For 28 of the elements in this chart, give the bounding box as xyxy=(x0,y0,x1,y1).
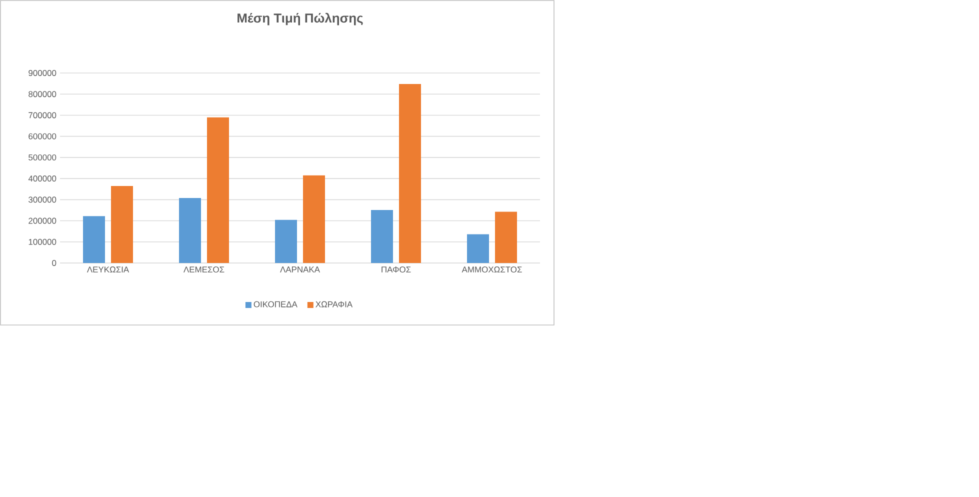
bar xyxy=(495,212,518,263)
bar xyxy=(207,117,229,263)
y-tick-label: 800000 xyxy=(28,91,56,98)
chart-title: Μέση Τιμή Πώλησης xyxy=(238,12,363,26)
bar xyxy=(83,216,105,263)
x-tick-label: ΛΕΥΚΩΣΙΑ xyxy=(86,266,130,272)
legend-label: ΧΩΡΑΦΙΑ xyxy=(316,301,353,308)
bar xyxy=(467,234,490,263)
x-tick-label: ΑΜΜΟΧΩΣΤΟΣ xyxy=(462,266,522,273)
y-tick-label: 600000 xyxy=(28,133,56,140)
bar xyxy=(399,84,422,263)
bar xyxy=(275,220,297,263)
y-tick-label: 900000 xyxy=(28,70,56,76)
x-tick-label: ΛΑΡΝΑΚΑ xyxy=(280,266,320,272)
y-tick-label: 100000 xyxy=(28,238,56,245)
y-tick-label: 500000 xyxy=(28,154,56,160)
y-tick-label: 300000 xyxy=(28,196,56,203)
y-tick-label: 700000 xyxy=(28,112,56,118)
legend-label: ΟΙΚΟΠΕΔΑ xyxy=(254,301,298,308)
y-tick-label: 200000 xyxy=(28,218,56,224)
bar xyxy=(111,186,133,263)
y-tick-label: 400000 xyxy=(28,176,56,182)
y-tick-label: 0 xyxy=(52,260,56,266)
bar xyxy=(303,175,325,263)
x-tick-label: ΛΕΜΕΣΟΣ xyxy=(184,266,224,273)
x-tick-label: ΠΑΦΟΣ xyxy=(382,266,411,273)
bar xyxy=(179,198,201,263)
bar xyxy=(371,210,393,263)
